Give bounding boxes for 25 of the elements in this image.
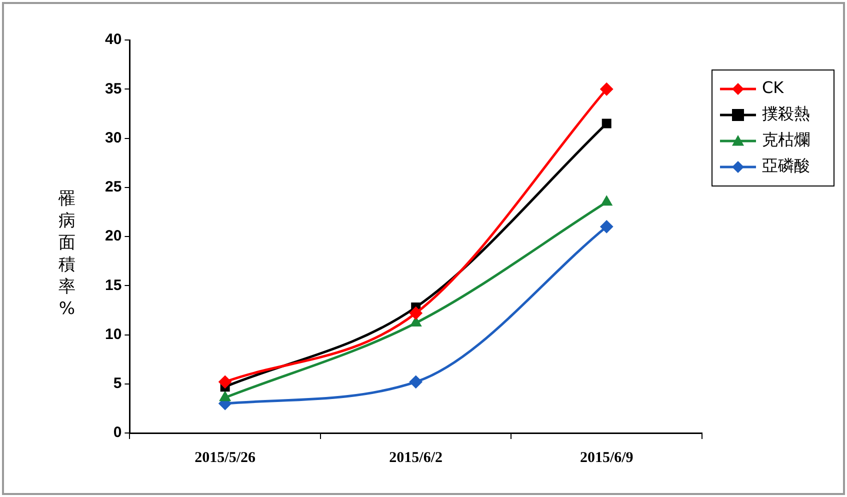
y-tick-label: 15 xyxy=(104,276,122,294)
legend-label: 撲殺熱 xyxy=(762,104,810,124)
y-tick-label: 40 xyxy=(104,31,122,48)
point xyxy=(409,375,422,388)
y-tick-label: 0 xyxy=(113,424,122,442)
point xyxy=(219,391,231,402)
point xyxy=(600,196,612,206)
x-tick-label: 2015/6/2 xyxy=(389,450,443,466)
y-axis-title: 罹病面積率% xyxy=(57,188,76,320)
x-tick-label: 2015/6/9 xyxy=(580,450,634,466)
point xyxy=(600,220,614,234)
legend-label: 克枯爛 xyxy=(762,130,810,150)
y-tick-label: 5 xyxy=(113,375,122,392)
y-tick-label: 30 xyxy=(104,129,122,146)
y-tick-label: 25 xyxy=(104,178,122,196)
point xyxy=(602,118,612,128)
point xyxy=(218,375,232,388)
legend-label: 亞磷酸 xyxy=(762,156,810,176)
y-tick-label: 35 xyxy=(104,80,122,98)
x-tick-label: 2015/5/26 xyxy=(194,450,256,466)
point xyxy=(600,82,614,96)
y-tick-label: 10 xyxy=(104,326,122,343)
point xyxy=(409,306,422,320)
y-tick-label: 20 xyxy=(104,228,122,245)
legend-label: CK xyxy=(762,78,784,98)
